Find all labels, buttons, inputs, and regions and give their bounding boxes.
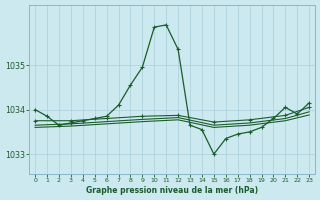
X-axis label: Graphe pression niveau de la mer (hPa): Graphe pression niveau de la mer (hPa) xyxy=(86,186,258,195)
